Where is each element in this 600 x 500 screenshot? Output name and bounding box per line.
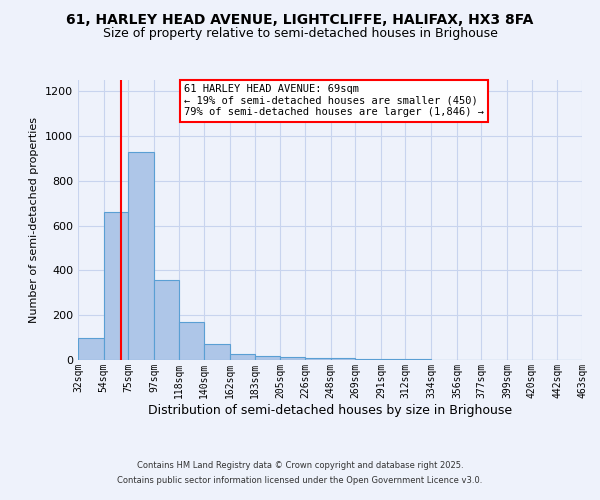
Text: 61 HARLEY HEAD AVENUE: 69sqm
← 19% of semi-detached houses are smaller (450)
79%: 61 HARLEY HEAD AVENUE: 69sqm ← 19% of se…: [184, 84, 484, 117]
Bar: [305, 358, 331, 360]
Y-axis label: Number of semi-detached properties: Number of semi-detached properties: [29, 117, 40, 323]
Text: Size of property relative to semi-detached houses in Brighouse: Size of property relative to semi-detach…: [103, 28, 497, 40]
Bar: [280, 356, 305, 360]
Bar: [230, 354, 254, 360]
Bar: [104, 212, 128, 360]
Bar: [331, 358, 355, 360]
Bar: [128, 152, 154, 360]
Text: Contains public sector information licensed under the Open Government Licence v3: Contains public sector information licen…: [118, 476, 482, 485]
Bar: [204, 344, 230, 360]
Bar: [78, 338, 104, 360]
Bar: [254, 356, 280, 360]
Bar: [154, 280, 179, 360]
Bar: [179, 322, 204, 360]
X-axis label: Distribution of semi-detached houses by size in Brighouse: Distribution of semi-detached houses by …: [148, 404, 512, 416]
Text: 61, HARLEY HEAD AVENUE, LIGHTCLIFFE, HALIFAX, HX3 8FA: 61, HARLEY HEAD AVENUE, LIGHTCLIFFE, HAL…: [67, 12, 533, 26]
Bar: [355, 359, 381, 360]
Bar: [381, 359, 406, 360]
Text: Contains HM Land Registry data © Crown copyright and database right 2025.: Contains HM Land Registry data © Crown c…: [137, 461, 463, 470]
